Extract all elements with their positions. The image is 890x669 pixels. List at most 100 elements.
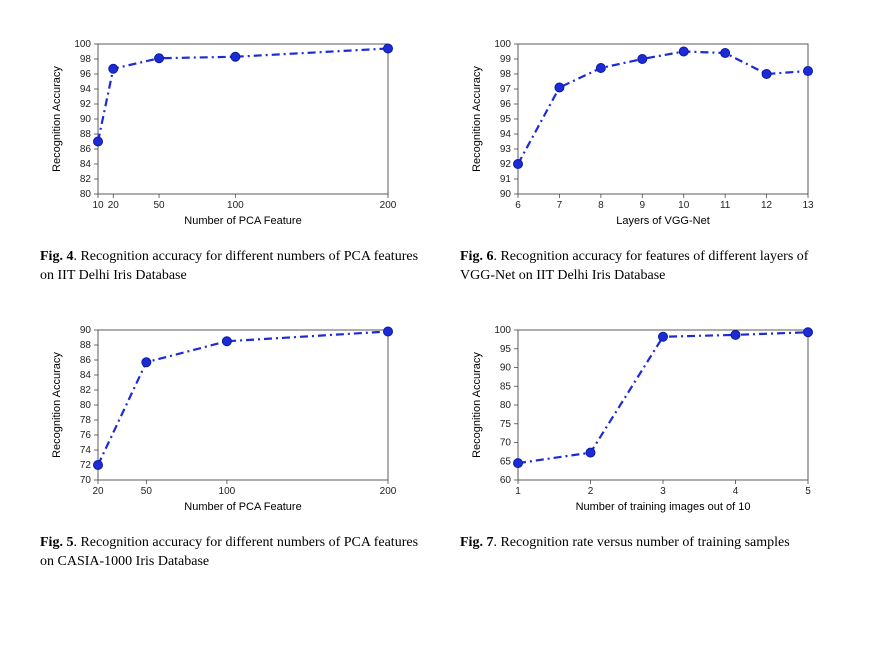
- y-tick-label: 98: [80, 54, 92, 65]
- y-axis-title: Recognition Accuracy: [471, 66, 483, 172]
- y-tick-label: 97: [500, 84, 512, 95]
- y-tick-label: 98: [500, 69, 512, 80]
- chart-fig6: 67891011121390919293949596979899100Layer…: [460, 30, 830, 240]
- figure-cell-fig7: 123456065707580859095100Number of traini…: [460, 316, 850, 572]
- x-axis-title: Number of PCA Feature: [184, 215, 301, 227]
- x-tick-label: 200: [380, 486, 397, 497]
- data-marker: [804, 67, 813, 76]
- x-tick-label: 200: [380, 200, 397, 211]
- x-tick-label: 9: [640, 200, 646, 211]
- x-tick-label: 100: [227, 200, 244, 211]
- x-axis-title: Number of PCA Feature: [184, 501, 301, 513]
- data-marker: [638, 55, 647, 64]
- data-marker: [679, 47, 688, 56]
- x-tick-label: 50: [153, 200, 165, 211]
- y-tick-label: 90: [80, 114, 92, 125]
- x-axis-title: Number of training images out of 10: [576, 501, 751, 513]
- data-marker: [155, 54, 164, 63]
- data-marker: [731, 330, 740, 339]
- data-marker: [804, 328, 813, 337]
- y-tick-label: 70: [500, 437, 512, 448]
- x-tick-label: 2: [588, 486, 594, 497]
- data-marker: [514, 160, 523, 169]
- data-marker: [659, 332, 668, 341]
- chart-fig4: 10205010020080828486889092949698100Numbe…: [40, 30, 410, 240]
- y-tick-label: 93: [500, 144, 512, 155]
- y-tick-label: 84: [80, 159, 92, 170]
- x-tick-label: 11: [720, 200, 731, 211]
- plot-box: [98, 44, 388, 194]
- x-tick-label: 6: [515, 200, 521, 211]
- y-tick-label: 76: [80, 430, 92, 441]
- figure-cell-fig4: 10205010020080828486889092949698100Numbe…: [40, 30, 430, 286]
- caption-text: . Recognition accuracy for different num…: [40, 535, 418, 569]
- caption-label: Fig. 5: [40, 535, 73, 550]
- y-tick-label: 80: [500, 400, 512, 411]
- y-tick-label: 90: [500, 362, 512, 373]
- caption-text: . Recognition rate versus number of trai…: [493, 535, 789, 550]
- plot-box: [518, 44, 808, 194]
- x-tick-label: 10: [92, 200, 104, 211]
- data-marker: [94, 137, 103, 146]
- data-marker: [555, 83, 564, 92]
- caption-fig6: Fig. 6. Recognition accuracy for feature…: [460, 248, 840, 286]
- caption-label: Fig. 7: [460, 535, 493, 550]
- y-tick-label: 86: [80, 355, 92, 366]
- x-tick-label: 100: [219, 486, 236, 497]
- caption-fig4: Fig. 4. Recognition accuracy for differe…: [40, 248, 420, 286]
- caption-fig5: Fig. 5. Recognition accuracy for differe…: [40, 534, 420, 572]
- y-tick-label: 92: [80, 99, 92, 110]
- y-tick-label: 96: [80, 69, 92, 80]
- x-tick-label: 8: [598, 200, 604, 211]
- chart-fig7: 123456065707580859095100Number of traini…: [460, 316, 830, 526]
- y-tick-label: 82: [80, 385, 92, 396]
- data-marker: [142, 358, 151, 367]
- y-tick-label: 78: [80, 415, 92, 426]
- data-marker: [109, 64, 118, 73]
- x-tick-label: 1: [515, 486, 521, 497]
- y-tick-label: 94: [500, 129, 512, 140]
- y-axis-title: Recognition Accuracy: [471, 351, 483, 457]
- x-tick-label: 7: [557, 200, 563, 211]
- x-tick-label: 4: [733, 486, 739, 497]
- data-marker: [222, 337, 231, 346]
- y-tick-label: 75: [500, 419, 512, 430]
- x-tick-label: 50: [141, 486, 153, 497]
- y-tick-label: 99: [500, 54, 512, 65]
- series-line: [518, 332, 808, 463]
- x-tick-label: 5: [805, 486, 811, 497]
- data-marker: [762, 70, 771, 79]
- y-tick-label: 86: [80, 144, 92, 155]
- x-tick-label: 20: [92, 486, 104, 497]
- chart-fig5: 20501002007072747678808284868890Number o…: [40, 316, 410, 526]
- series-line: [518, 52, 808, 165]
- y-tick-label: 100: [74, 39, 91, 50]
- y-tick-label: 74: [80, 445, 92, 456]
- y-tick-label: 65: [500, 456, 512, 467]
- y-tick-label: 85: [500, 381, 512, 392]
- series-line: [98, 49, 388, 142]
- figure-cell-fig6: 67891011121390919293949596979899100Layer…: [460, 30, 850, 286]
- y-tick-label: 72: [80, 460, 92, 471]
- caption-text: . Recognition accuracy for different num…: [40, 249, 418, 283]
- data-marker: [231, 52, 240, 61]
- x-tick-label: 10: [678, 200, 690, 211]
- data-marker: [514, 458, 523, 467]
- figure-cell-fig5: 20501002007072747678808284868890Number o…: [40, 316, 430, 572]
- y-tick-label: 90: [80, 325, 92, 336]
- y-tick-label: 70: [80, 475, 92, 486]
- y-tick-label: 88: [80, 340, 92, 351]
- y-tick-label: 95: [500, 114, 512, 125]
- series-line: [98, 331, 388, 465]
- y-tick-label: 100: [494, 325, 511, 336]
- data-marker: [384, 44, 393, 53]
- x-tick-label: 12: [761, 200, 773, 211]
- y-tick-label: 96: [500, 99, 512, 110]
- caption-label: Fig. 6: [460, 249, 493, 264]
- y-tick-label: 80: [80, 400, 92, 411]
- y-axis-title: Recognition Accuracy: [51, 66, 63, 172]
- y-tick-label: 94: [80, 84, 92, 95]
- y-tick-label: 91: [500, 174, 512, 185]
- y-tick-label: 60: [500, 475, 512, 486]
- caption-fig7: Fig. 7. Recognition rate versus number o…: [460, 534, 840, 553]
